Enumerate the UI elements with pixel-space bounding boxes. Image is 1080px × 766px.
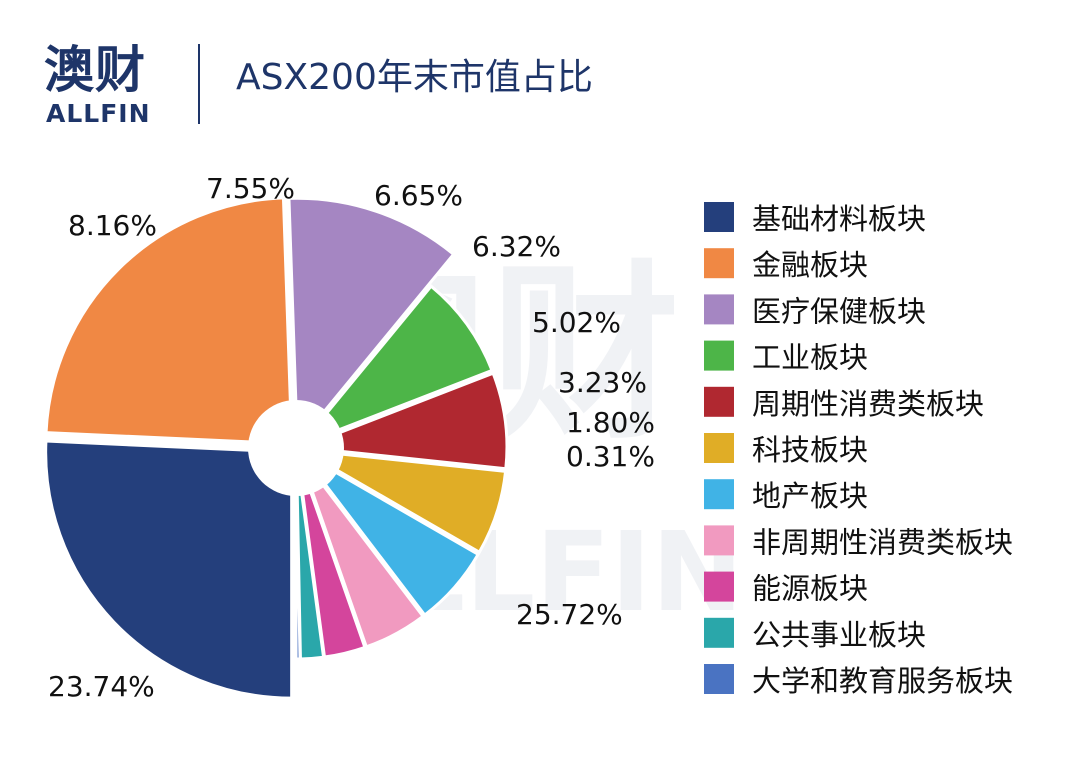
pie-slice-3 (287, 196, 456, 449)
percent-label-5: 7.55% (206, 172, 295, 205)
percent-label-7: 6.32% (472, 230, 561, 263)
legend-swatch-4 (704, 340, 734, 371)
pie-slice-5 (301, 371, 509, 471)
pie-slice-7 (299, 450, 481, 618)
percent-label-9: 3.23% (558, 366, 647, 399)
legend: 基础材料板块金融板块医疗保健板块工业板块周期性消费类板块科技板块地产板块非周期性… (704, 202, 1013, 698)
legend-swatch-5 (704, 386, 734, 417)
pie-slice-6 (300, 448, 508, 555)
chart-title: ASX200年末市值占比 (236, 57, 593, 98)
percent-label-6: 6.65% (374, 179, 463, 212)
legend-swatch-10 (704, 617, 734, 648)
legend-label-2: 金融板块 (752, 248, 868, 282)
legend-label-1: 基础材料板块 (752, 202, 926, 236)
legend-swatch-9 (704, 571, 734, 602)
legend-label-8: 非周期性消费类板块 (752, 525, 1013, 559)
legend-swatch-6 (704, 433, 734, 463)
legend-swatch-11 (704, 664, 734, 694)
pie-slice-1 (44, 439, 294, 700)
pie-slice-8 (297, 452, 426, 649)
logo-chinese-text: 澳财 (44, 41, 146, 99)
legend-label-3: 医疗保健板块 (752, 294, 926, 328)
percent-labels: 25.72% 23.74% 8.16% 7.55% 6.65% 6.32% 5.02% 3.2… (48, 172, 655, 703)
percent-label-10: 1.80% (566, 406, 655, 439)
pie-slice-4 (296, 284, 494, 448)
donut-hole (248, 400, 344, 496)
logo-english-text: ALLFIN (46, 99, 151, 128)
legend-label-6: 科技板块 (752, 433, 868, 467)
legend-label-5: 周期性消费类板块 (752, 387, 984, 421)
percent-label-8: 5.02% (532, 306, 621, 339)
pie-slices (44, 196, 509, 700)
legend-label-9: 能源板块 (752, 572, 868, 606)
legend-label-10: 公共事业板块 (752, 618, 926, 652)
pie-slice-2 (44, 196, 294, 446)
pie-slice-11 (294, 453, 302, 661)
legend-swatch-2 (704, 248, 734, 279)
legend-label-11: 大学和教育服务板块 (752, 664, 1013, 698)
percent-label-2: 23.74% (48, 670, 155, 703)
allfin-logo: 澳财 ALLFIN (40, 40, 170, 130)
legend-label-7: 地产板块 (752, 479, 868, 513)
legend-swatch-3 (704, 294, 734, 325)
percent-label-11: 0.31% (566, 440, 655, 473)
percent-label-4: 8.16% (68, 209, 157, 242)
legend-label-4: 工业板块 (752, 341, 868, 375)
legend-swatch-8 (704, 525, 734, 556)
legend-swatch-7 (704, 479, 734, 510)
header-divider (198, 44, 200, 124)
legend-swatch-1 (704, 202, 734, 232)
percent-label-1: 25.72% (516, 598, 623, 631)
